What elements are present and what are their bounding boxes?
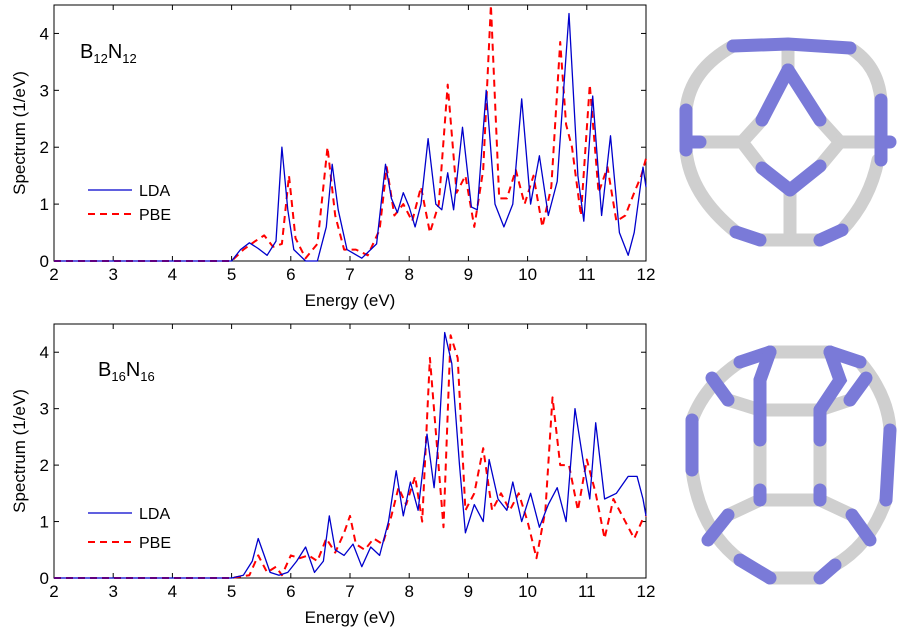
x-tick-label: 7: [345, 582, 354, 601]
x-axis-label: Energy (eV): [305, 291, 396, 310]
y-tick-label: 4: [40, 24, 49, 43]
y-axis-label: Spectrum (1/eV): [10, 71, 29, 195]
x-tick-label: 8: [404, 582, 413, 601]
x-tick-label: 11: [578, 265, 596, 284]
x-tick-label: 5: [227, 582, 236, 601]
x-tick-label: 2: [49, 265, 58, 284]
x-ticks: 2 3 4 5 6 7 8 9 10 11 12: [49, 5, 655, 284]
legend: LDA PBE: [88, 506, 171, 552]
series-lines: [54, 331, 647, 579]
y-tick-label: 3: [40, 400, 49, 419]
x-ticks: 2 3 4 5 6 7 8 9 10 11 12: [49, 324, 655, 601]
y-tick-label: 3: [40, 81, 49, 100]
x-tick-label: 4: [168, 265, 177, 284]
series-line-pbe: [54, 4, 647, 262]
chart-annotation: B12N12: [80, 41, 137, 66]
x-tick-label: 6: [286, 582, 295, 601]
x-tick-label: 10: [518, 582, 537, 601]
x-tick-label: 12: [637, 582, 656, 601]
x-tick-label: 6: [286, 265, 295, 284]
x-tick-label: 7: [345, 265, 354, 284]
legend-label-lda: LDA: [139, 506, 170, 523]
series-line-lda: [54, 12, 647, 262]
plot-frame: [53, 4, 647, 262]
chart-annotation: B16N16: [98, 359, 155, 384]
x-tick-label: 3: [108, 265, 117, 284]
plot-frame: [53, 323, 647, 579]
y-ticks: 0 1 2 3 4: [40, 24, 646, 271]
legend-label-pbe: PBE: [139, 535, 171, 552]
y-tick-label: 2: [40, 456, 49, 475]
x-tick-label: 8: [404, 265, 413, 284]
y-tick-label: 0: [40, 569, 49, 588]
x-tick-label: 4: [168, 582, 177, 601]
molecule-b16n16-image: [685, 345, 897, 585]
y-tick-label: 1: [40, 513, 49, 532]
legend-label-pbe: PBE: [139, 207, 171, 224]
x-tick-label: 12: [637, 265, 656, 284]
x-tick-label: 11: [578, 582, 596, 601]
x-tick-label: 2: [49, 582, 58, 601]
y-axis-label: Spectrum (1/eV): [10, 389, 29, 513]
y-ticks: 0 1 2 3 4: [40, 343, 646, 588]
y-tick-label: 1: [40, 195, 49, 214]
legend-label-lda: LDA: [139, 183, 170, 200]
x-tick-label: 9: [464, 582, 473, 601]
x-tick-label: 10: [518, 265, 537, 284]
x-tick-label: 3: [108, 582, 117, 601]
y-tick-label: 0: [40, 252, 49, 271]
x-axis-label: Energy (eV): [305, 608, 396, 627]
y-tick-label: 2: [40, 138, 49, 157]
x-tick-label: 5: [227, 265, 236, 284]
molecule-b12n12-image: [679, 37, 897, 247]
series-lines: [54, 4, 647, 262]
x-tick-label: 9: [464, 265, 473, 284]
y-tick-label: 4: [40, 343, 49, 362]
legend: LDA PBE: [88, 183, 171, 224]
series-line-lda: [54, 331, 647, 579]
